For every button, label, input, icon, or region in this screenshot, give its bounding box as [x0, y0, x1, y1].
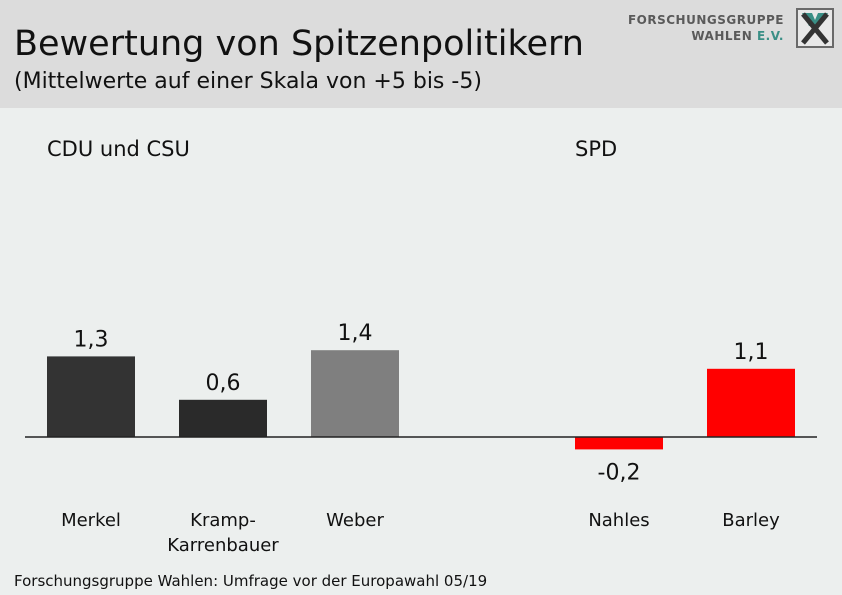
data-label-4: -0,2 — [598, 460, 641, 485]
logo-text: FORSCHUNGSGRUPPE WAHLEN E.V. — [628, 12, 784, 44]
bar-chart: 1,3 Merkel 0,6 Kramp- Karrenbauer 1,4 Weber -0,… — [25, 321, 817, 556]
logo-mark-icon — [796, 8, 834, 48]
category-label-2-line-1: Kramp- — [190, 510, 256, 531]
category-label-2-line-2: Karrenbauer — [167, 535, 279, 556]
bar-2 — [179, 399, 267, 437]
header-band: Bewertung von Spitzenpolitikern (Mittelw… — [0, 0, 842, 108]
data-label-5: 1,1 — [734, 340, 769, 365]
logo-line-3: E.V. — [756, 29, 784, 43]
bar-4 — [575, 437, 663, 450]
bar-3 — [311, 350, 399, 437]
source-footnote: Forschungsgruppe Wahlen: Umfrage vor der… — [14, 572, 488, 590]
category-label-1: Merkel — [61, 510, 121, 531]
logo-line-1: FORSCHUNGSGRUPPE — [627, 13, 784, 27]
data-label-3: 1,4 — [338, 321, 373, 346]
category-label-3: Weber — [326, 510, 384, 531]
data-label-2: 0,6 — [206, 371, 241, 396]
logo-line-2: WAHLEN — [691, 29, 753, 43]
group-label-cdu-csu: CDU und CSU — [47, 137, 190, 161]
chart-title: Bewertung von Spitzenpolitikern — [14, 24, 584, 64]
chart-subtitle: (Mittelwerte auf einer Skala von +5 bis … — [14, 69, 482, 94]
bar-5 — [707, 368, 795, 437]
bar-1 — [47, 356, 135, 437]
category-label-5: Barley — [722, 510, 780, 531]
category-label-4: Nahles — [588, 510, 649, 531]
data-label-1: 1,3 — [74, 327, 109, 352]
group-label-spd: SPD — [575, 137, 618, 161]
